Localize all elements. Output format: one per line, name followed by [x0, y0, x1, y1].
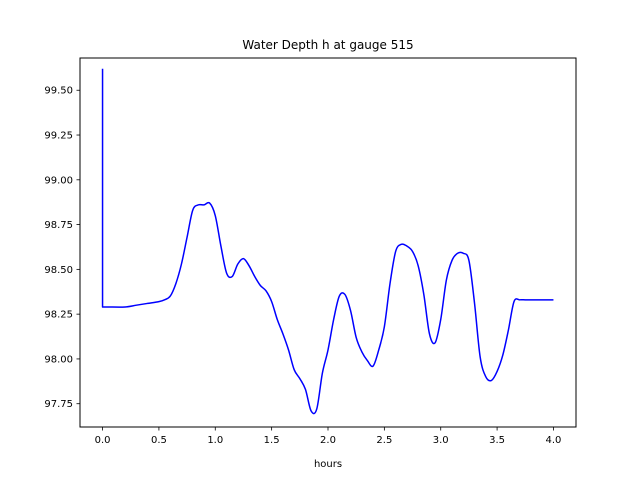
x-axis-label: hours — [314, 459, 342, 470]
y-tick-label: 97.75 — [44, 399, 73, 410]
series-line — [101, 68, 554, 415]
y-axis: 97.75 98.00 98.25 98.50 98.75 99.00 99.25 99.50 — [44, 86, 80, 410]
x-tick-label: 2.5 — [376, 435, 392, 446]
y-tick-label: 99.00 — [44, 175, 73, 186]
x-tick-label: 4.0 — [546, 435, 562, 446]
x-tick-label: 3.0 — [433, 435, 449, 446]
y-tick-label: 98.50 — [44, 265, 73, 276]
y-tick-label: 99.25 — [44, 131, 73, 142]
y-tick-label: 99.50 — [44, 86, 73, 97]
x-tick-label: 1.5 — [264, 435, 280, 446]
x-tick-label: 0.0 — [95, 435, 111, 446]
y-tick-label: 98.00 — [44, 354, 73, 365]
y-tick-label: 98.75 — [44, 220, 73, 231]
y-tick-label: 98.25 — [44, 310, 73, 321]
x-tick-label: 2.0 — [320, 435, 336, 446]
chart-title: Water Depth h at gauge 515 — [242, 38, 413, 52]
plot-area — [79, 57, 577, 428]
x-tick-label: 0.5 — [151, 435, 167, 446]
x-tick-label: 1.0 — [207, 435, 223, 446]
x-tick-label: 3.5 — [489, 435, 505, 446]
x-axis: 0.0 0.5 1.0 1.5 2.0 2.5 3.0 3.5 4.0 — [95, 427, 562, 446]
